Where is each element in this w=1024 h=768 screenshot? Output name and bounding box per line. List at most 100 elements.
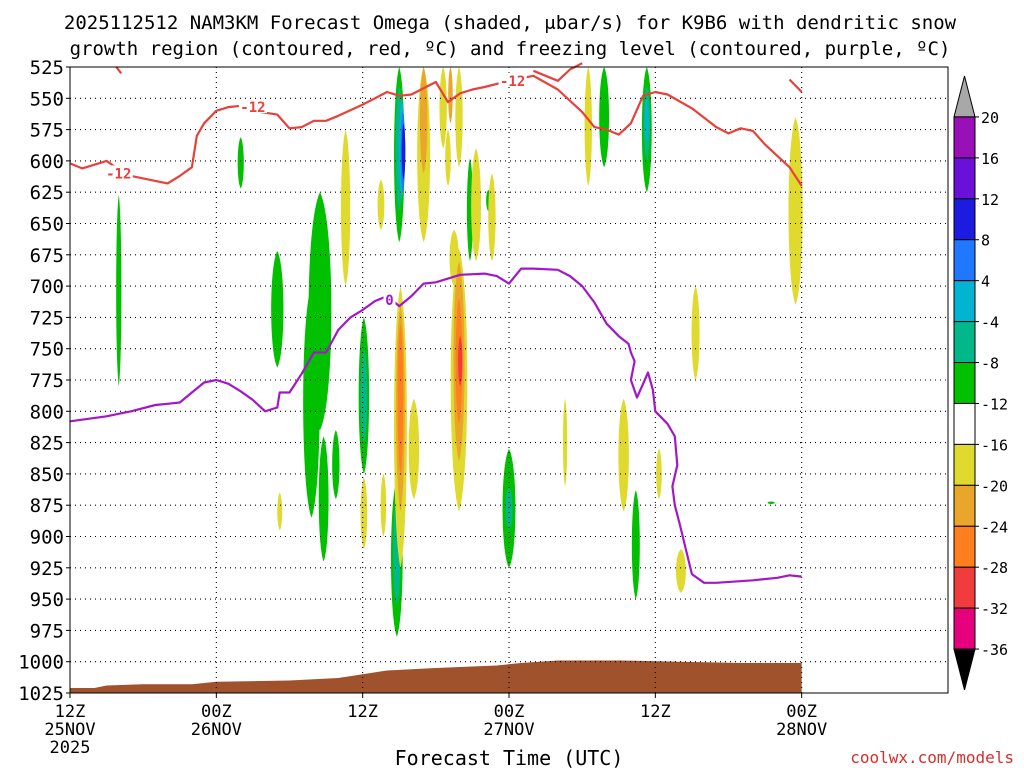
colorbar-bin-9 [953, 443, 976, 486]
colorbar-label-13: -36 [981, 641, 1008, 659]
omega-cell-10 [466, 158, 474, 262]
terrain-fill [70, 660, 802, 693]
y-tick-label-750: 750 [30, 339, 64, 361]
x-tick-label-36-0: 00Z [494, 702, 525, 722]
omega-cell-2 [271, 251, 284, 368]
y-tick-label-550: 550 [30, 88, 64, 110]
colorbar-bin-1 [953, 116, 976, 159]
colorbar-bin-11 [953, 525, 976, 568]
x-tick-label-12-1: 26NOV [191, 720, 242, 740]
omega-cell-35 [471, 148, 481, 262]
y-tick-label-925: 925 [30, 558, 64, 580]
omega-cell-28 [408, 398, 420, 499]
omega-cell-40 [656, 448, 662, 499]
omega-cell-54 [458, 336, 463, 387]
omega-cell-41 [676, 549, 686, 593]
x-tick-label-12-0: 00Z [201, 702, 232, 722]
colorbar-arrow-top [953, 75, 976, 118]
contour-lines [69, 62, 803, 584]
omega-cell-16 [767, 501, 775, 504]
omega-cell-42 [691, 286, 700, 380]
x-tick-label-0-2: 2025 [50, 738, 91, 758]
omega-cell-49 [419, 67, 428, 174]
omega-cell-23 [644, 98, 650, 143]
y-tick-label-850: 850 [30, 464, 64, 486]
x-tick-label-24-0: 12Z [347, 702, 378, 722]
omega-cell-39 [618, 398, 629, 512]
dendritic-contour-2 [115, 66, 123, 74]
x-tick-label-48-0: 12Z [640, 702, 671, 722]
colorbar-label-2: 12 [981, 191, 999, 209]
colorbar: 20 16 12 8 4 -4 -8 -12 -16 -20 -24 -28 -32 -36 [953, 75, 1008, 691]
plot-area: -12 -12 -12 0 [69, 62, 949, 694]
omega-cell-37 [445, 129, 451, 186]
colorbar-bin-3 [953, 198, 976, 241]
y-tick-label-950: 950 [30, 589, 64, 611]
gridlines [70, 67, 948, 693]
colorbar-bin-10 [953, 484, 976, 527]
omega-cell-20 [505, 486, 513, 531]
y-tick-label-600: 600 [30, 151, 64, 173]
colorbar-label-12: -32 [981, 600, 1008, 618]
freezing-contour-4 [69, 267, 802, 584]
terrain-area [70, 660, 802, 693]
omega-cell-38 [584, 67, 592, 186]
omega-cell-0 [116, 194, 122, 387]
omega-cell-13 [599, 67, 610, 168]
x-tick-label-60-0: 00Z [786, 702, 817, 722]
omega-cell-45 [380, 473, 387, 537]
contour-label-0: -12 [106, 166, 131, 182]
colorbar-label-10: -24 [981, 518, 1008, 536]
omega-cell-25 [401, 123, 406, 180]
x-tick-label-0-1: 25NOV [44, 720, 95, 740]
colorbar-label-6: -8 [981, 355, 999, 373]
colorbar-label-4: 4 [981, 273, 990, 291]
omega-shading [116, 67, 803, 637]
omega-cell-4 [308, 192, 332, 431]
y-tick-label-1025: 1025 [18, 683, 64, 705]
y-tick-label-775: 775 [30, 370, 64, 392]
plot-frame [69, 66, 949, 694]
colorbar-bin-8 [953, 402, 976, 445]
y-tick-label-525: 525 [30, 57, 64, 79]
chart-title-line2: growth region (contoured, red, ºC) and f… [70, 38, 951, 60]
contour-label-bg-2 [498, 72, 527, 87]
contour-label-bg-0 [104, 165, 133, 180]
colorbar-label-3: 8 [981, 232, 990, 250]
dendritic-contour-0 [69, 74, 803, 187]
y-tick-label-975: 975 [30, 620, 64, 642]
y-tick-label-650: 650 [30, 214, 64, 236]
y-tick-label-725: 725 [30, 307, 64, 329]
omega-cell-43 [788, 117, 803, 305]
colorbar-bin-5 [953, 280, 976, 323]
colorbar-label-11: -28 [981, 559, 1008, 577]
x-tick-label-60-1: 28NOV [776, 720, 827, 740]
y-tick-label-800: 800 [30, 401, 64, 423]
x-tick-label-36-1: 27NOV [483, 720, 534, 740]
contour-label-bg-3 [383, 291, 396, 306]
omega-cell-51 [448, 67, 453, 124]
y-tick-label-700: 700 [30, 276, 64, 298]
omega-cell-36 [488, 173, 496, 262]
y-tick-label-825: 825 [30, 433, 64, 455]
pressure-axis: 525 550 575 600 625 650 675 700 725 750 775 800 825 8… [18, 57, 70, 705]
y-tick-label-875: 875 [30, 495, 64, 517]
omega-cell-30 [377, 179, 385, 230]
y-tick-label-575: 575 [30, 120, 64, 142]
contour-label-bg-1 [238, 99, 267, 114]
colorbar-arrow-bottom [953, 648, 976, 691]
colorbar-bin-7 [953, 362, 976, 404]
colorbar-label-0: 20 [981, 109, 999, 127]
omega-cell-29 [340, 129, 351, 287]
y-tick-label-1000: 1000 [18, 652, 64, 674]
colorbar-bin-2 [953, 157, 976, 200]
colorbar-label-8: -16 [981, 436, 1008, 454]
colorbar-bin-12 [953, 566, 976, 609]
omega-cell-32 [439, 67, 447, 149]
omega-cell-1 [237, 137, 244, 189]
contour-label-1: -12 [240, 100, 265, 116]
colorbar-label-1: 16 [981, 150, 999, 168]
colorbar-label-7: -12 [981, 395, 1008, 413]
